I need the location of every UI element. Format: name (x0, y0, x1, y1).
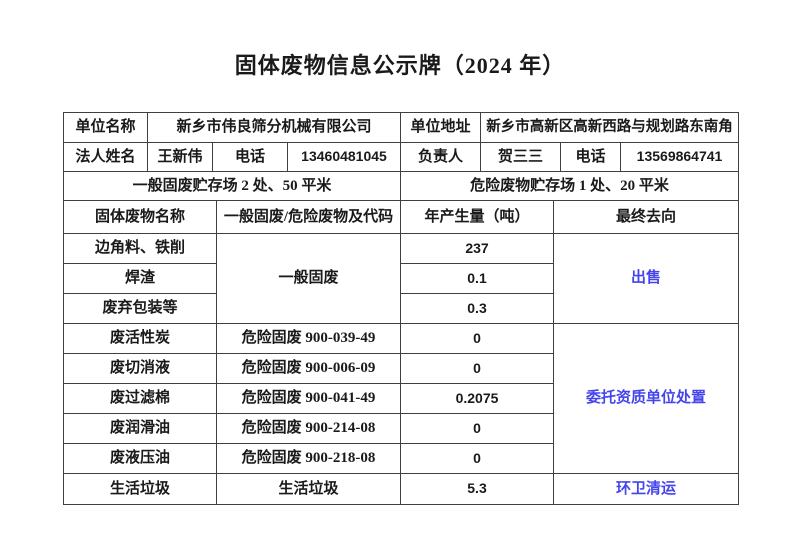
hazard-storage-cell: 危险废物贮存场 1 处、20 平米 (401, 172, 738, 201)
phone-label-2: 电话 (561, 143, 621, 172)
manager-label: 负责人 (401, 143, 481, 172)
manager-value: 贺三三 (481, 143, 561, 172)
waste-name-cell: 边角料、铁削 (64, 234, 217, 264)
legal-name-value: 王新伟 (148, 143, 213, 172)
waste-info-table: 单位名称 新乡市伟良筛分机械有限公司 单位地址 新乡市高新区高新西路与规划路东南… (63, 112, 739, 505)
waste-amount-cell: 0.1 (401, 264, 554, 294)
waste-name-cell: 废切消液 (64, 354, 217, 384)
waste-amount-cell: 0.3 (401, 294, 554, 324)
waste-amount-cell: 0 (401, 354, 554, 384)
waste-amount-cell: 0.2075 (401, 384, 554, 414)
page-title: 固体废物信息公示牌（2024 年） (234, 53, 566, 78)
waste-code-cell: 生活垃圾 (217, 474, 401, 504)
waste-dest-hazard-cell: 委托资质单位处置 (554, 324, 738, 474)
waste-code-cell: 危险固废 900-041-49 (217, 384, 401, 414)
waste-dest-general-cell: 出售 (554, 234, 738, 324)
col-header-amount: 年产生量（吨） (401, 201, 554, 234)
waste-type-general-cell: 一般固废 (217, 234, 401, 324)
waste-name-cell: 废弃包装等 (64, 294, 217, 324)
waste-name-cell: 废液压油 (64, 444, 217, 474)
phone-label-1: 电话 (213, 143, 288, 172)
waste-amount-cell: 0 (401, 444, 554, 474)
waste-detail-section: 固体废物名称 一般固废/危险废物及代码 年产生量（吨） 最终去向 边角料、铁削 … (64, 201, 738, 504)
waste-code-cell: 危险固废 900-039-49 (217, 324, 401, 354)
waste-amount-cell: 237 (401, 234, 554, 264)
waste-code-cell: 危险固废 900-218-08 (217, 444, 401, 474)
col-header-name: 固体废物名称 (64, 201, 217, 234)
col-header-code: 一般固废/危险废物及代码 (217, 201, 401, 234)
unit-name-label: 单位名称 (64, 113, 148, 143)
unit-addr-value: 新乡市高新区高新西路与规划路东南角 (481, 113, 738, 143)
waste-name-cell: 废润滑油 (64, 414, 217, 444)
waste-name-cell: 焊渣 (64, 264, 217, 294)
unit-info-section: 单位名称 新乡市伟良筛分机械有限公司 单位地址 新乡市高新区高新西路与规划路东南… (64, 113, 738, 172)
waste-name-cell: 废活性炭 (64, 324, 217, 354)
col-header-dest: 最终去向 (554, 201, 738, 234)
waste-name-cell: 生活垃圾 (64, 474, 217, 504)
waste-amount-cell: 0 (401, 324, 554, 354)
storage-section: 一般固废贮存场 2 处、50 平米 危险废物贮存场 1 处、20 平米 (64, 172, 738, 201)
waste-code-cell: 危险固废 900-214-08 (217, 414, 401, 444)
general-storage-cell: 一般固废贮存场 2 处、50 平米 (64, 172, 401, 201)
waste-code-cell: 危险固废 900-006-09 (217, 354, 401, 384)
waste-amount-cell: 0 (401, 414, 554, 444)
waste-name-cell: 废过滤棉 (64, 384, 217, 414)
legal-name-label: 法人姓名 (64, 143, 148, 172)
unit-addr-label: 单位地址 (401, 113, 481, 143)
unit-name-value: 新乡市伟良筛分机械有限公司 (148, 113, 401, 143)
phone-value-2: 13569864741 (621, 143, 738, 172)
waste-dest-cell: 环卫清运 (615, 480, 676, 497)
waste-amount-cell: 5.3 (401, 474, 554, 504)
phone-value-1: 13460481045 (288, 143, 401, 172)
